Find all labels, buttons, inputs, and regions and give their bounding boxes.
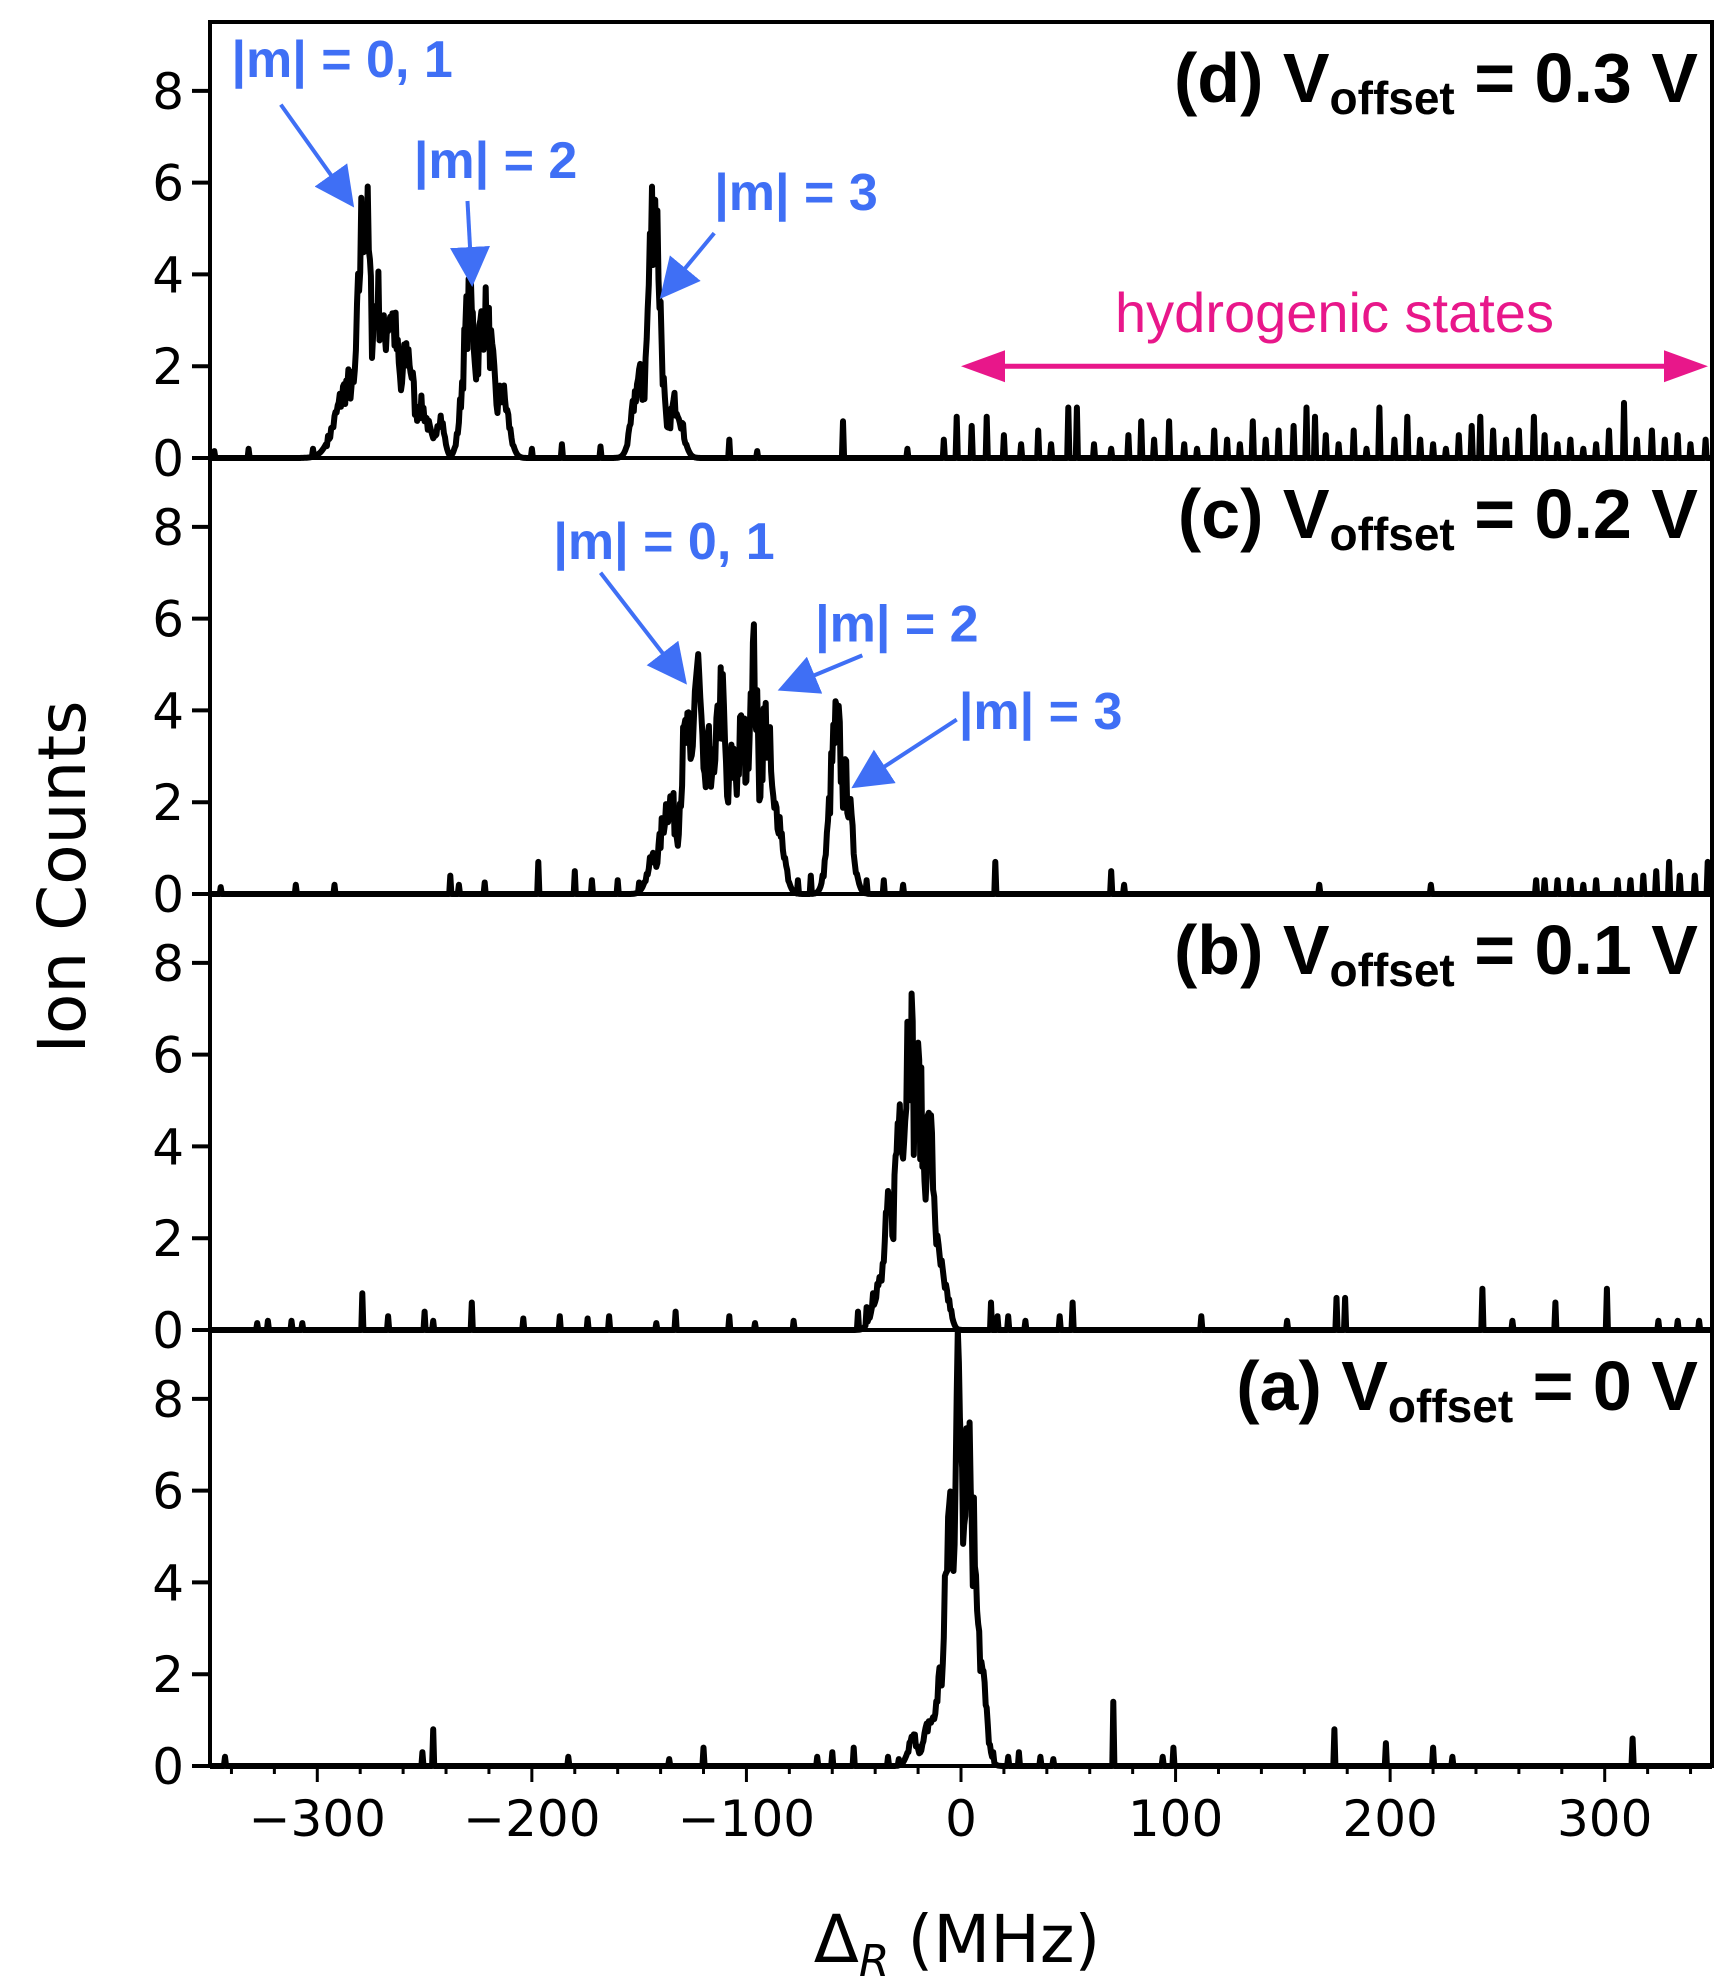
y-tick-label: 2 [152,1646,184,1704]
y-tick-label: 0 [152,866,184,924]
y-tick-label: 2 [152,774,184,832]
y-tick-label: 0 [152,1302,184,1360]
y-axis-title: Ion Counts [24,700,101,1053]
y-tick-label: 4 [152,682,184,740]
panel-label-suffix: = 0.3 V [1455,39,1699,117]
panel-label: (d) Voffset = 0.3 V [1174,39,1698,124]
panel-label-subscript: offset [1330,508,1455,560]
m-state-label: |m| = 2 [815,596,979,654]
region-label: hydrogenic states [1115,281,1554,344]
m-state-label: |m| = 0, 1 [553,513,774,571]
y-tick-label: 2 [152,338,184,396]
y-tick-label: 8 [152,499,184,557]
m-state-arrow [450,200,490,287]
y-tick-label: 4 [152,1118,184,1176]
panel-d: 0 2 4 6 8 (d) Voffset = 0.3 V |m| = 0, 1 |m| = … [152,20,1714,488]
x-tick-label: 0 [945,1790,977,1848]
m-state-arrow [851,717,958,789]
panel-label-subscript: offset [1388,1380,1513,1432]
y-tick-label: 0 [152,1738,184,1796]
m-state-label: |m| = 0, 1 [231,31,452,89]
m-state-label: |m| = 3 [714,164,878,222]
panel-label-prefix: (b) V [1174,911,1330,989]
y-tick-label: 8 [152,935,184,993]
y-tick-label: 8 [152,63,184,121]
panel-label-suffix: = 0.1 V [1455,911,1699,989]
panel-label-subscript: offset [1330,944,1455,996]
y-tick-label: 6 [152,1463,184,1521]
x-axis-title-symbol: Δ [814,1901,859,1978]
x-axis: −300 −200 −100 0 100 200 300 [229,1766,1693,1848]
m-state-arrow [659,231,716,299]
y-tick-label: 4 [152,246,184,304]
panel-label: (b) Voffset = 0.1 V [1174,911,1698,996]
region-arrow-head-left [961,350,1005,383]
panel-c: 0 2 4 6 8 (c) Voffset = 0.2 V |m| = 0, 1 |m| = … [152,456,1714,924]
y-tick-label: 0 [152,430,184,488]
x-axis-title-unit: (MHz) [908,1901,1101,1978]
y-tick-label: 6 [152,155,184,213]
m-state-arrow [279,103,355,208]
y-tick-label: 4 [152,1554,184,1612]
m-state-arrow [777,653,864,694]
x-axis-title-subscript: R [859,1936,890,1987]
panel-label: (c) Voffset = 0.2 V [1178,475,1698,560]
y-tick-label: 6 [152,591,184,649]
y-tick-label: 8 [152,1371,184,1429]
region-arrow-head-right [1664,350,1708,383]
m-state-label: |m| = 2 [414,132,578,190]
ion-count-trace [208,990,1714,1333]
x-tick-label: −200 [463,1790,600,1848]
m-state-label: |m| = 3 [959,683,1123,741]
ion-count-trace [208,1327,1714,1769]
y-tick-label: 6 [152,1027,184,1085]
y-tick-label: 2 [152,1210,184,1268]
x-tick-label: −100 [678,1790,815,1848]
panel-label-suffix: = 0 V [1513,1347,1698,1425]
x-tick-label: 100 [1128,1790,1223,1848]
panel-label-prefix: (d) V [1174,39,1330,117]
x-tick-label: −300 [249,1790,386,1848]
panel-label: (a) Voffset = 0 V [1236,1347,1698,1432]
m-state-arrow [598,571,687,685]
panel-label-subscript: offset [1330,72,1455,124]
panel-a: 0 2 4 6 8 (a) Voffset = 0 V [152,1327,1714,1796]
panel-label-suffix: = 0.2 V [1455,475,1699,553]
panel-b: 0 2 4 6 8 (b) Voffset = 0.1 V [152,892,1714,1360]
x-axis-title: ΔR (MHz) [814,1901,1100,1987]
x-tick-label: 300 [1557,1790,1652,1848]
panel-label-prefix: (a) V [1236,1347,1388,1425]
panel-label-prefix: (c) V [1178,475,1330,553]
x-tick-label: 200 [1342,1790,1437,1848]
ion-count-trace [208,621,1714,897]
